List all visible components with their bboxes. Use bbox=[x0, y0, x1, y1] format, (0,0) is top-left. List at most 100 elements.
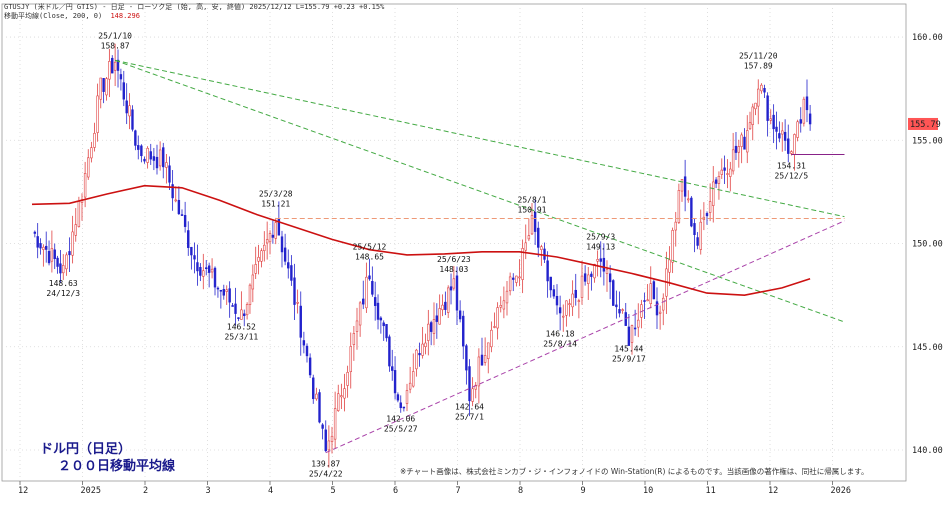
down-candle bbox=[643, 300, 646, 302]
down-candle bbox=[162, 147, 165, 168]
resistance-trendline bbox=[114, 59, 845, 323]
down-candle bbox=[368, 275, 371, 280]
down-candle bbox=[612, 280, 615, 306]
up-candle bbox=[587, 274, 590, 284]
annotation-date: 25/5/12 bbox=[353, 242, 387, 251]
up-candle bbox=[593, 263, 596, 279]
support-trendline bbox=[325, 220, 845, 454]
up-candle bbox=[568, 303, 571, 305]
down-candle bbox=[171, 184, 174, 199]
up-candle bbox=[105, 78, 108, 96]
x-tick-label: 6 bbox=[393, 486, 398, 496]
up-candle bbox=[50, 248, 54, 262]
down-candle bbox=[45, 245, 48, 250]
up-candle bbox=[540, 246, 543, 250]
up-candle bbox=[158, 149, 162, 167]
down-candle bbox=[763, 88, 766, 93]
down-candle bbox=[714, 179, 718, 184]
up-candle bbox=[527, 235, 531, 240]
x-tick-label: 2026 bbox=[831, 486, 851, 496]
up-candle bbox=[83, 173, 87, 198]
annotation-date: 25/12/5 bbox=[775, 172, 809, 181]
up-candle bbox=[748, 122, 752, 130]
up-candle bbox=[677, 190, 681, 223]
down-candle bbox=[137, 145, 140, 150]
down-candle bbox=[277, 218, 281, 236]
down-candle bbox=[655, 301, 659, 316]
annotation-price: 149.13 bbox=[586, 242, 615, 251]
down-candle bbox=[552, 289, 556, 297]
annotation-price: 158.87 bbox=[101, 41, 130, 50]
annotation-date: 24/12/3 bbox=[46, 289, 80, 298]
down-candle bbox=[775, 126, 778, 132]
up-candle bbox=[146, 147, 149, 163]
up-candle bbox=[165, 162, 168, 168]
up-candle bbox=[726, 173, 729, 175]
annotation-date: 25/7/1 bbox=[455, 413, 484, 422]
up-candle bbox=[263, 244, 266, 251]
up-candle bbox=[355, 320, 359, 332]
y-tick-label: 145.00 bbox=[912, 343, 943, 353]
up-candle bbox=[358, 302, 362, 326]
annotation-price: 148.03 bbox=[439, 265, 468, 274]
up-candle bbox=[346, 372, 349, 386]
down-candle bbox=[216, 287, 220, 290]
up-candle bbox=[421, 343, 424, 356]
down-candle bbox=[243, 313, 246, 316]
down-candle bbox=[462, 315, 465, 347]
up-candle bbox=[245, 304, 249, 316]
x-tick-label: 8 bbox=[518, 486, 523, 496]
down-candle bbox=[391, 366, 394, 371]
down-candle bbox=[131, 109, 134, 130]
up-candle bbox=[42, 246, 45, 250]
up-candle bbox=[571, 293, 574, 308]
plot-frame bbox=[1, 3, 907, 482]
up-candle bbox=[577, 300, 581, 302]
down-candle bbox=[449, 286, 453, 291]
down-candle bbox=[618, 309, 621, 314]
annotation-price: 148.63 bbox=[49, 279, 78, 288]
candles bbox=[33, 43, 812, 468]
chart-title-line1: ドル円（日足） bbox=[40, 441, 131, 457]
annotation-price: 151.21 bbox=[261, 200, 290, 209]
up-candle bbox=[427, 323, 430, 341]
down-candle bbox=[56, 257, 59, 267]
up-candle bbox=[113, 61, 117, 71]
up-candle bbox=[712, 181, 715, 206]
annotation-date: 25/5/27 bbox=[384, 424, 418, 433]
down-candle bbox=[787, 138, 790, 154]
up-candle bbox=[521, 248, 524, 280]
down-candle bbox=[693, 223, 696, 235]
up-candle bbox=[496, 307, 499, 329]
up-candle bbox=[174, 199, 177, 202]
annotation-date: 25/6/23 bbox=[437, 255, 471, 264]
down-candle bbox=[418, 353, 421, 356]
down-candle bbox=[388, 336, 391, 367]
up-candle bbox=[248, 284, 252, 305]
down-candle bbox=[207, 265, 211, 273]
annotation-date: 25/4/22 bbox=[309, 470, 343, 479]
up-candle bbox=[77, 201, 81, 227]
annotation-price: 150.91 bbox=[518, 206, 547, 215]
down-candle bbox=[549, 276, 552, 291]
up-candle bbox=[251, 274, 255, 290]
down-candle bbox=[599, 258, 602, 262]
header-line1: GTUSJY (米ドル／円 GTIS) - 日足 - ローソク足 (始, 高, … bbox=[4, 2, 385, 11]
up-candle bbox=[505, 290, 509, 304]
up-candle bbox=[796, 121, 799, 138]
up-candle bbox=[793, 134, 796, 155]
up-candle bbox=[260, 250, 263, 262]
down-candle bbox=[396, 394, 400, 401]
up-candle bbox=[490, 329, 493, 348]
down-candle bbox=[283, 247, 287, 262]
down-candle bbox=[627, 326, 631, 346]
up-candle bbox=[729, 168, 732, 177]
up-candle bbox=[754, 102, 757, 110]
up-candle bbox=[802, 98, 806, 124]
up-candle bbox=[71, 231, 74, 256]
annotation-price: 154.31 bbox=[777, 162, 806, 171]
down-candle bbox=[122, 82, 125, 100]
grid bbox=[1, 3, 907, 482]
annotation-date: 25/1/10 bbox=[98, 31, 132, 40]
up-candle bbox=[128, 105, 131, 117]
